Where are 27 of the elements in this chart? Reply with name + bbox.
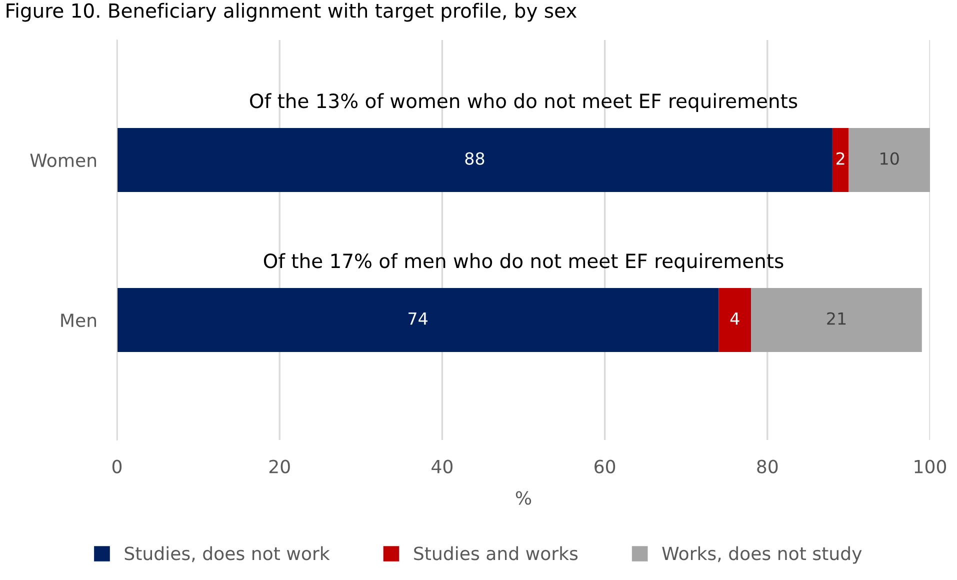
bar [718,288,752,352]
bar [832,128,849,192]
data-label: 88 [465,152,484,165]
x-tick-label: 100 [914,460,946,474]
x-tick-label: 40 [432,460,452,474]
y-tick-label: Women [30,154,96,168]
chart-title: Figure 10. Beneficiary alignment with target profile, by sex [6,2,577,22]
bar [117,128,832,192]
data-label: 4 [730,312,740,325]
legend-label: Works, does not study [662,546,862,564]
annotation: Of the 17% of men who do not meet EF requirements [264,253,784,272]
x-axis-title: % [516,491,532,505]
legend-label: Studies, does not work [124,546,330,562]
legend-label: Studies and works [414,546,578,560]
data-label: 21 [827,312,846,325]
x-tick-label: 0 [112,460,122,474]
data-label: 2 [836,152,844,165]
annotation: Of the 13% of women who do not meet EF requirements [250,93,798,112]
x-tick-label: 60 [594,460,616,474]
x-tick-label: 20 [269,460,290,474]
x-tick-label: 80 [757,460,778,474]
bar [751,288,922,352]
bar [117,288,719,352]
data-label: 74 [408,312,428,325]
bar [848,128,930,192]
y-tick-label: Men [61,314,96,328]
data-label: 10 [880,152,899,165]
